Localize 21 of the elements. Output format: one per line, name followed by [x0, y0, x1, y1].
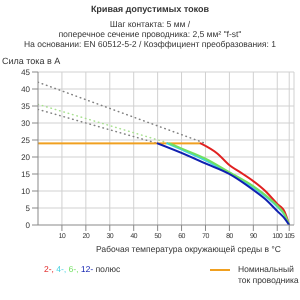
legend-label: Номинальный ток проводника [238, 264, 300, 286]
x-axis-title: Рабочая температура окружающей среды в °C [96, 244, 282, 254]
text: 12- [80, 264, 94, 274]
y-tick-label: 20 [21, 152, 31, 162]
y-axis-title: Сила тока в А [2, 56, 62, 66]
y-tick-label: 30 [21, 118, 31, 128]
line-series [200, 142, 290, 225]
y-tick-label: 5 [26, 204, 31, 213]
y-tick-label: 25 [21, 136, 31, 145]
legend-title: полюс [96, 264, 120, 274]
chart-title: Кривая допустимых токов [90, 4, 210, 14]
text: 2-, [44, 264, 54, 274]
y-tick-label: 10 [21, 186, 31, 196]
chart-subtitle: Шаг контакта: 5 мм / поперечное сечение проводника: 2,5 мм² "f-st" На основании: EN 60512-5-2 / Коэффициент преобразования: 1 [23, 19, 277, 49]
text: 4-, [56, 264, 66, 274]
y-tick-label: 15 [21, 170, 31, 179]
y-tick-label: 45 [21, 68, 31, 77]
y-tick-label: 40 [21, 84, 31, 94]
y-tick-label: 35 [21, 102, 31, 111]
text: 6-, [68, 264, 79, 274]
y-tick-label: 0 [26, 220, 31, 230]
